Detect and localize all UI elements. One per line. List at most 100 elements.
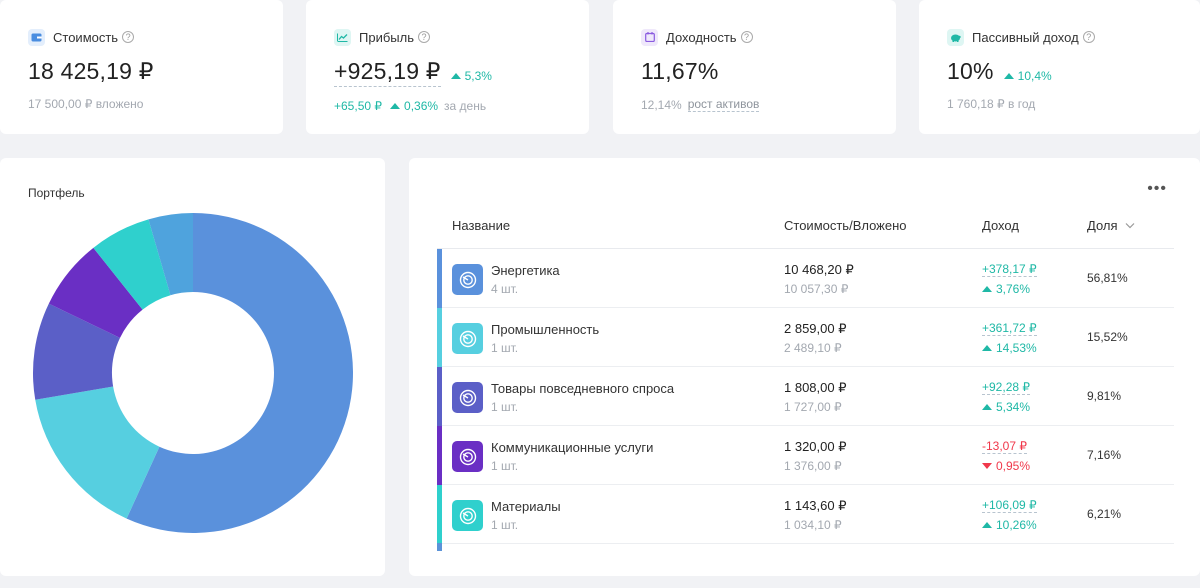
sector-icon: [452, 382, 483, 413]
help-icon[interactable]: ?: [417, 31, 430, 43]
row-qty: 1 шт.: [491, 400, 519, 414]
stat-change-value: 10,4%: [1017, 69, 1052, 83]
stat-header: Пассивный доход ?: [947, 28, 1174, 46]
row-pct-value: 3,76%: [996, 282, 1031, 296]
arrow-up-icon: [1003, 73, 1014, 79]
donut-slice[interactable]: [126, 213, 353, 533]
table-row[interactable]: Энергетика 4 шт. 10 468,20 ₽ 10 057,30 ₽ +37…: [437, 249, 1174, 308]
row-income-pct: 0,95%: [982, 459, 1030, 473]
row-share: 56,81%: [1087, 271, 1128, 285]
row-income[interactable]: +106,09 ₽: [982, 498, 1037, 513]
row-name: Коммуникационные услуги: [491, 440, 654, 455]
stat-header: Доходность ?: [641, 28, 870, 46]
stat-header: Прибыль ?: [334, 28, 563, 46]
arrow-up-icon: [390, 103, 401, 109]
row-invested: 1 727,00 ₽: [784, 400, 842, 414]
row-pct-value: 0,95%: [996, 459, 1031, 473]
stat-sub: 17 500,00 ₽ вложено: [28, 97, 144, 111]
stat-label: Пассивный доход: [972, 29, 1079, 45]
asset-growth-link[interactable]: рост активов: [687, 97, 760, 112]
row-color-bar: [437, 308, 442, 367]
help-icon[interactable]: ?: [740, 31, 753, 43]
header-divider: [437, 248, 1174, 249]
day-suffix: за день: [444, 99, 487, 113]
row-income[interactable]: +361,72 ₽: [982, 321, 1037, 336]
stat-card-value: Стоимость ? 18 425,19 ₽ 17 500,00 ₽ влож…: [0, 0, 283, 134]
sectors-table-card: ••• Название Стоимость/Вложено Доход Дол…: [409, 158, 1200, 576]
stat-card-yield: Доходность ? 11,67% 12,14% рост активов: [613, 0, 896, 134]
row-income-pct: 5,34%: [982, 400, 1030, 414]
column-header-value[interactable]: Стоимость/Вложено: [784, 218, 907, 233]
row-qty: 1 шт.: [491, 459, 519, 473]
stat-value: 18 425,19 ₽: [28, 58, 154, 84]
calendar-icon: [641, 28, 658, 46]
arrow-down-icon: [982, 463, 992, 469]
sector-icon: [452, 264, 483, 295]
sector-icon: [452, 500, 483, 531]
yield-sub-value: 12,14%: [641, 97, 682, 112]
row-income[interactable]: -13,07 ₽: [982, 439, 1027, 454]
row-income[interactable]: +378,17 ₽: [982, 262, 1037, 277]
row-invested: 10 057,30 ₽: [784, 282, 849, 296]
row-invested: 2 489,10 ₽: [784, 341, 842, 355]
row-share: 15,52%: [1087, 330, 1128, 344]
stat-value[interactable]: +925,19 ₽: [334, 58, 441, 87]
sector-icon-glyph: [459, 330, 476, 347]
stat-sub: 1 760,18 ₽ в год: [947, 97, 1036, 111]
column-header-income[interactable]: Доход: [982, 218, 1019, 233]
row-pct-value: 10,26%: [996, 518, 1037, 532]
row-value: 1 143,60 ₽: [784, 498, 847, 513]
row-color-bar: [437, 249, 442, 308]
table-row[interactable]: Промышленность 1 шт. 2 859,00 ₽ 2 489,10 ₽ +…: [437, 308, 1174, 367]
stat-change: 10,4%: [1003, 69, 1052, 83]
wallet-icon: [28, 28, 45, 46]
row-color-bar: [437, 426, 442, 485]
row-value: 2 859,00 ₽: [784, 321, 847, 336]
table-row[interactable]: Коммуникационные услуги 1 шт. 1 320,00 ₽ 1 …: [437, 426, 1174, 485]
stat-label: Стоимость: [53, 29, 119, 45]
column-header-name[interactable]: Название: [452, 218, 511, 233]
sector-icon-glyph: [459, 389, 476, 406]
row-color-bar: [437, 367, 442, 426]
row-pct-value: 5,34%: [996, 400, 1031, 414]
arrow-up-icon: [982, 404, 992, 410]
row-qty: 1 шт.: [491, 518, 519, 532]
table-row[interactable]: Материалы 1 шт. 1 143,60 ₽ 1 034,10 ₽ +106,0…: [437, 485, 1174, 544]
stat-value: 10%: [947, 58, 994, 84]
portfolio-donut-chart: [33, 213, 353, 533]
stat-label: Прибыль: [359, 29, 414, 45]
chevron-down-icon: [1125, 223, 1134, 229]
sector-icon-glyph: [459, 271, 476, 288]
portfolio-card: Портфель: [0, 158, 385, 576]
donut-slice[interactable]: [48, 247, 143, 338]
row-name: Промышленность: [491, 322, 600, 337]
stat-label: Доходность: [666, 29, 737, 45]
donut-slice[interactable]: [93, 219, 171, 310]
donut-slice[interactable]: [148, 213, 193, 296]
scroll-indicator: [437, 543, 442, 551]
stat-card-profit: Прибыль ? +925,19 ₽ 5,3% +65,50 ₽ 0,36% …: [306, 0, 589, 134]
row-share: 7,16%: [1087, 448, 1122, 462]
more-menu-button[interactable]: •••: [1147, 180, 1167, 197]
stat-value: 11,67%: [641, 58, 719, 84]
row-pct-value: 14,53%: [996, 341, 1037, 355]
help-icon[interactable]: ?: [1082, 31, 1095, 43]
donut-slice[interactable]: [33, 303, 121, 400]
row-income[interactable]: +92,28 ₽: [982, 380, 1031, 395]
donut-slice[interactable]: [35, 386, 160, 519]
chart-icon: [334, 28, 351, 46]
row-income-pct: 10,26%: [982, 518, 1037, 532]
stat-change: 5,3%: [450, 69, 492, 83]
row-income-pct: 14,53%: [982, 341, 1037, 355]
row-qty: 1 шт.: [491, 341, 519, 355]
column-header-share[interactable]: Доля: [1087, 218, 1135, 233]
day-change: 0,36%: [390, 99, 438, 113]
help-icon[interactable]: ?: [122, 31, 135, 43]
row-name: Товары повседневного спроса: [491, 381, 675, 396]
stat-change-value: 5,3%: [464, 69, 492, 83]
stat-card-passive: Пассивный доход ? 10% 10,4% 1 760,18 ₽ в…: [919, 0, 1200, 134]
row-share: 9,81%: [1087, 389, 1122, 403]
table-row[interactable]: Товары повседневного спроса 1 шт. 1 808,00…: [437, 367, 1174, 426]
row-invested: 1 376,00 ₽: [784, 459, 842, 473]
row-name: Энергетика: [491, 263, 560, 278]
